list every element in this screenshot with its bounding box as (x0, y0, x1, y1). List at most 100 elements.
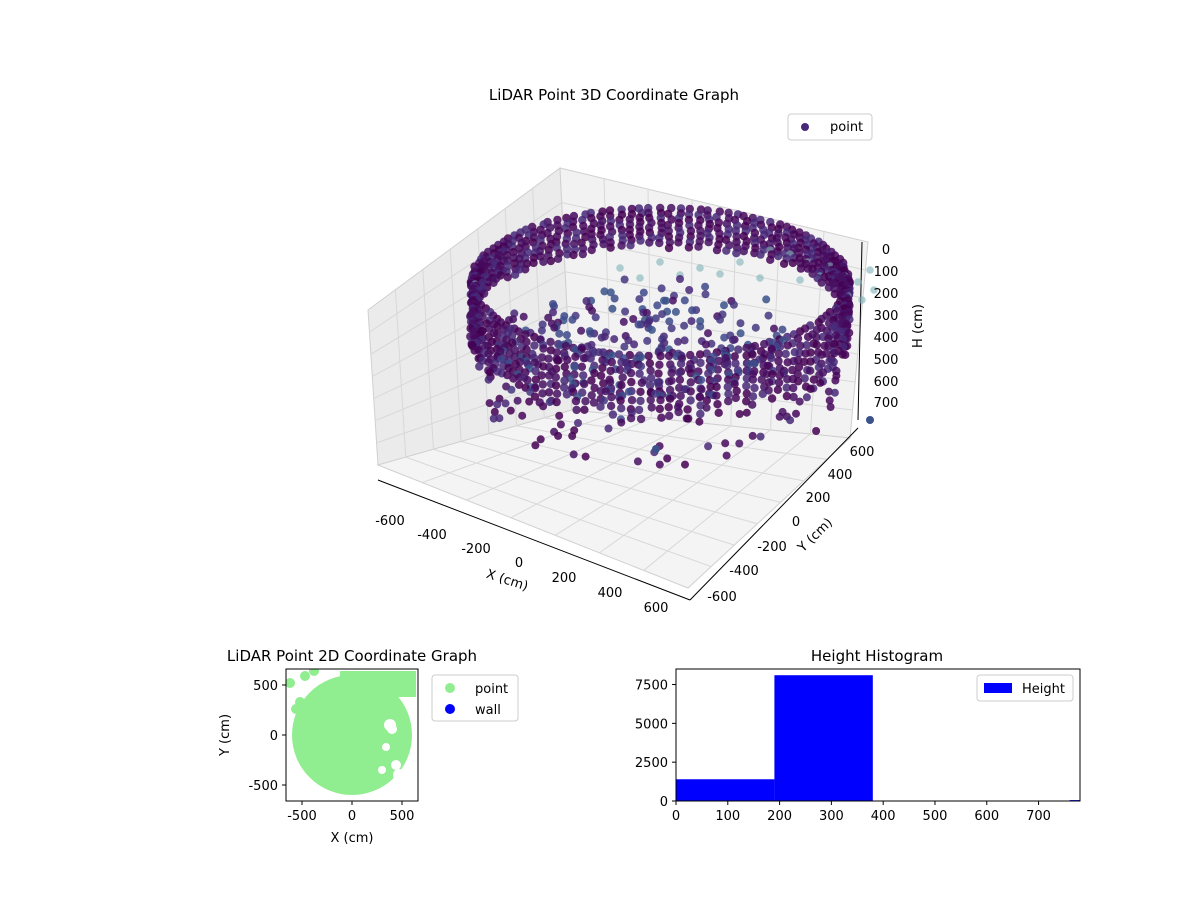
point-3d (561, 341, 571, 351)
point-3d (724, 375, 733, 384)
point-2d-gap (382, 743, 390, 751)
point-3d (722, 246, 731, 255)
point-3d (704, 238, 713, 247)
point-3d (653, 301, 662, 310)
point-3d (748, 431, 757, 440)
point-3d (616, 396, 625, 405)
point-3d (579, 371, 588, 380)
point-3d (656, 258, 664, 266)
point-3d (539, 402, 548, 411)
grid-line (544, 417, 827, 460)
point-3d (742, 408, 751, 417)
point-3d (812, 427, 821, 435)
point-3d (537, 326, 546, 335)
grid-line (422, 269, 434, 450)
point-3d (774, 378, 784, 387)
point-3d (606, 243, 615, 252)
point-3d (782, 383, 791, 392)
point-3d (538, 320, 547, 329)
point-3d (608, 410, 618, 419)
point-3d (795, 348, 804, 358)
point-3d (766, 255, 775, 264)
chart-2d-title: LiDAR Point 2D Coordinate Graph (227, 647, 477, 665)
point-3d (702, 396, 711, 405)
histogram-title: Height Histogram (811, 647, 943, 665)
point-3d (730, 352, 739, 361)
point-3d (681, 460, 689, 469)
legend-swatch-height (984, 683, 1012, 693)
point-3d (688, 306, 697, 315)
point-3d (655, 460, 664, 469)
legend-histogram: Height (976, 674, 1074, 702)
point-3d (724, 397, 733, 406)
point-3d (553, 254, 563, 263)
point-3d (617, 404, 626, 413)
point-3d (544, 354, 553, 363)
x-tick-label: 400 (871, 809, 896, 824)
point-3d (664, 351, 674, 361)
point-3d (610, 335, 619, 344)
point-3d (555, 411, 564, 420)
y-tick-label: 0 (270, 729, 278, 744)
point-3d (633, 457, 642, 466)
point-3d (674, 337, 682, 346)
point-3d (841, 350, 850, 359)
point-3d (563, 250, 572, 259)
legend-label-height: Height (1022, 682, 1065, 697)
points-2d (286, 669, 416, 795)
point-3d (538, 389, 547, 398)
point-3d (724, 389, 733, 399)
point-3d (626, 368, 636, 378)
point-3d (629, 315, 638, 323)
point-3d (742, 351, 751, 360)
point-3d (560, 362, 569, 371)
chart-3d-title: LiDAR Point 3D Coordinate Graph (489, 86, 739, 104)
point-3d (674, 238, 683, 247)
point-3d (607, 392, 616, 402)
point-3d (756, 432, 765, 441)
point-3d (645, 238, 654, 247)
point-3d (809, 375, 819, 384)
point-3d (537, 353, 547, 362)
point-3d (722, 451, 731, 460)
point-3d (554, 431, 563, 440)
z-tick-label: 300 (874, 309, 899, 324)
point-2d (309, 669, 319, 676)
point-3d (485, 399, 494, 408)
point-3d (686, 396, 695, 405)
point-3d (646, 395, 655, 405)
point-3d (721, 439, 730, 448)
histogram-bars (676, 675, 1080, 801)
point-3d (720, 333, 729, 342)
point-3d (544, 371, 554, 380)
point-3d (569, 450, 578, 459)
point-3d (676, 391, 685, 401)
point-3d (802, 393, 811, 402)
point-3d (775, 412, 784, 421)
point-3d (536, 435, 545, 444)
point-3d (674, 407, 683, 417)
point-3d (774, 251, 783, 261)
point-3d (704, 329, 712, 338)
point-3d (870, 286, 878, 294)
point-3d (489, 278, 498, 287)
point-3d (655, 238, 664, 248)
point-3d (617, 241, 626, 250)
point-3d (756, 250, 765, 259)
point-3d (624, 336, 633, 345)
plot-area-2d (286, 669, 418, 801)
point-3d (636, 414, 646, 424)
point-3d (577, 326, 586, 335)
point-3d (680, 296, 689, 305)
x-tick-label: -400 (417, 528, 447, 543)
point-3d (687, 317, 696, 326)
point-3d (723, 361, 732, 370)
z-tick-labels: 0 100 200 300 400 500 600 700 (874, 243, 899, 411)
point-3d (684, 243, 694, 252)
point-3d (571, 352, 580, 361)
point-3d (470, 346, 479, 355)
grid-line (405, 456, 712, 568)
point-3d (748, 392, 758, 401)
x-tick-label: -600 (375, 514, 405, 529)
grid-line (373, 305, 568, 400)
